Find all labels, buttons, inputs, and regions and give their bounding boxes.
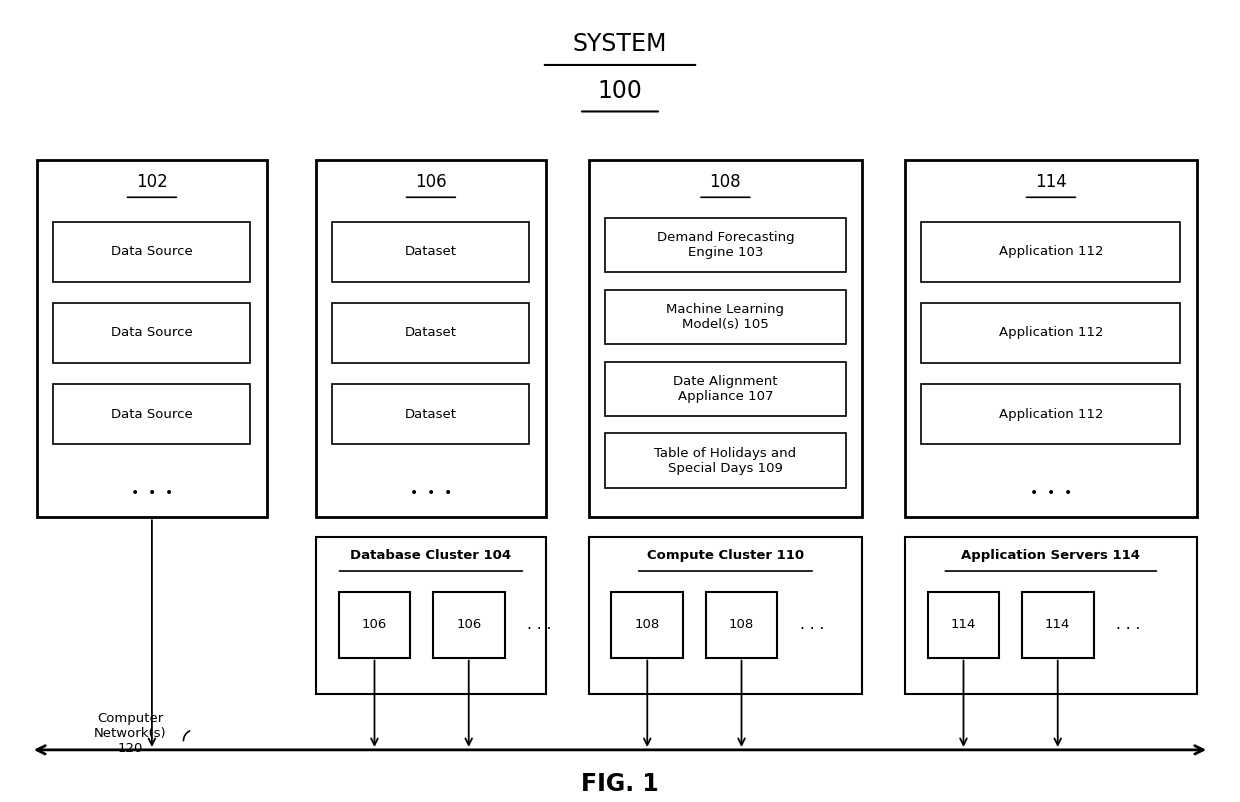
Text: •  •  •: • • • (1029, 486, 1073, 500)
Text: . . .: . . . (800, 618, 825, 632)
FancyBboxPatch shape (316, 160, 546, 517)
FancyBboxPatch shape (332, 221, 529, 282)
Text: •  •  •: • • • (409, 486, 453, 500)
Text: Data Source: Data Source (112, 326, 192, 339)
Text: Dataset: Dataset (405, 245, 456, 258)
Text: Application Servers 114: Application Servers 114 (961, 549, 1141, 562)
FancyBboxPatch shape (905, 160, 1197, 517)
Text: Application 112: Application 112 (998, 245, 1104, 258)
FancyBboxPatch shape (589, 160, 862, 517)
Text: Compute Cluster 110: Compute Cluster 110 (647, 549, 804, 562)
FancyBboxPatch shape (1022, 592, 1094, 658)
FancyBboxPatch shape (905, 537, 1197, 694)
Text: •  •  •: • • • (130, 486, 174, 500)
FancyBboxPatch shape (589, 537, 862, 694)
Text: 108: 108 (729, 618, 754, 631)
FancyBboxPatch shape (605, 433, 846, 488)
FancyBboxPatch shape (332, 384, 529, 444)
Text: Machine Learning
Model(s) 105: Machine Learning Model(s) 105 (666, 303, 785, 331)
Text: Dataset: Dataset (405, 326, 456, 339)
FancyBboxPatch shape (605, 362, 846, 416)
Text: 108: 108 (635, 618, 660, 631)
Text: Database Cluster 104: Database Cluster 104 (351, 549, 511, 562)
FancyBboxPatch shape (706, 592, 777, 658)
FancyBboxPatch shape (53, 221, 250, 282)
FancyBboxPatch shape (611, 592, 683, 658)
Text: 114: 114 (1045, 618, 1070, 631)
FancyBboxPatch shape (921, 302, 1180, 363)
FancyBboxPatch shape (316, 537, 546, 694)
Text: FIG. 1: FIG. 1 (582, 772, 658, 796)
FancyBboxPatch shape (433, 592, 505, 658)
FancyBboxPatch shape (37, 160, 267, 517)
Text: Application 112: Application 112 (998, 326, 1104, 339)
FancyBboxPatch shape (921, 221, 1180, 282)
FancyBboxPatch shape (928, 592, 999, 658)
Text: 106: 106 (362, 618, 387, 631)
Text: 102: 102 (136, 173, 167, 191)
FancyBboxPatch shape (605, 218, 846, 273)
Text: Data Source: Data Source (112, 245, 192, 258)
Text: 114: 114 (1035, 173, 1066, 191)
Text: Computer
Network(s)
120: Computer Network(s) 120 (94, 712, 166, 755)
FancyBboxPatch shape (339, 592, 410, 658)
FancyBboxPatch shape (332, 302, 529, 363)
Text: Data Source: Data Source (112, 407, 192, 420)
FancyBboxPatch shape (53, 384, 250, 444)
Text: 108: 108 (709, 173, 742, 191)
FancyBboxPatch shape (605, 290, 846, 344)
Text: . . .: . . . (1116, 618, 1141, 632)
Text: . . .: . . . (527, 618, 552, 632)
Text: 100: 100 (598, 79, 642, 103)
Text: 106: 106 (415, 173, 446, 191)
Text: Table of Holidays and
Special Days 109: Table of Holidays and Special Days 109 (655, 447, 796, 475)
Text: Application 112: Application 112 (998, 407, 1104, 420)
Text: 106: 106 (456, 618, 481, 631)
FancyBboxPatch shape (921, 384, 1180, 444)
Text: Demand Forecasting
Engine 103: Demand Forecasting Engine 103 (657, 231, 794, 259)
Text: 114: 114 (951, 618, 976, 631)
Text: Date Alignment
Appliance 107: Date Alignment Appliance 107 (673, 375, 777, 403)
Text: SYSTEM: SYSTEM (573, 32, 667, 56)
Text: Dataset: Dataset (405, 407, 456, 420)
FancyBboxPatch shape (53, 302, 250, 363)
